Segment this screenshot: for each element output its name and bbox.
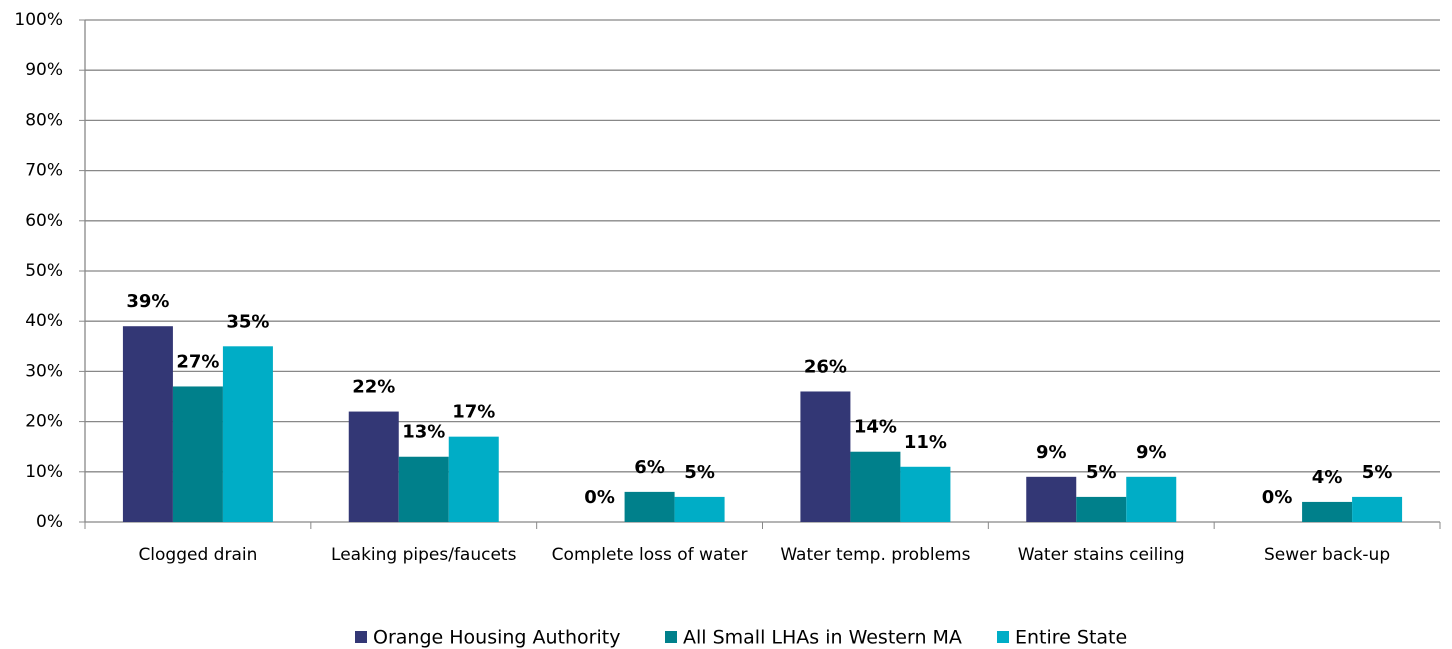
value-label: 0% [584, 487, 615, 508]
legend-swatch [997, 631, 1009, 643]
y-tick-label: 30% [25, 361, 63, 381]
bar [348, 411, 399, 522]
x-tick-label: Clogged drain [138, 545, 258, 565]
value-label: 26% [804, 356, 847, 377]
y-tick-label: 20% [25, 412, 63, 432]
y-tick-label: 80% [25, 110, 63, 130]
bar [674, 496, 725, 522]
value-label: 17% [452, 402, 495, 423]
bar [222, 346, 273, 522]
value-label: 35% [226, 311, 269, 332]
bar [900, 466, 951, 522]
x-tick-label: Water temp. problems [780, 545, 971, 565]
value-label: 22% [352, 377, 395, 398]
legend-label: All Small LHAs in Western MA [683, 627, 962, 649]
value-label: 11% [904, 432, 947, 453]
value-label: 39% [126, 291, 169, 312]
bar [1126, 476, 1177, 522]
y-tick-label: 10% [25, 462, 63, 482]
x-tick-label-box: Water temp. problems [780, 545, 971, 565]
legend-label: Entire State [1015, 627, 1127, 649]
value-label: 6% [634, 457, 665, 478]
y-tick-label: 60% [25, 211, 63, 231]
value-label: 27% [176, 351, 219, 372]
x-tick-label-box: Water stains ceiling [1017, 545, 1185, 565]
legend-swatch [355, 631, 367, 643]
x-tick-label: Complete loss of water [551, 545, 748, 565]
value-label: 13% [402, 422, 445, 443]
bar [1026, 476, 1077, 522]
value-label: 0% [1262, 487, 1293, 508]
bar [850, 451, 901, 522]
value-label: 4% [1312, 467, 1343, 488]
value-label: 5% [684, 462, 715, 483]
bar [172, 386, 223, 522]
x-tick-label: Sewer back-up [1264, 545, 1391, 565]
value-label: 9% [1136, 442, 1167, 463]
bar [1352, 496, 1403, 522]
bar [448, 436, 499, 522]
bar [1302, 501, 1353, 522]
x-tick-label-box: Sewer back-up [1264, 545, 1391, 565]
bar [624, 491, 675, 522]
value-label: 14% [854, 417, 897, 438]
legend-swatch [665, 631, 677, 643]
value-label: 5% [1086, 462, 1117, 483]
y-tick-label: 0% [36, 512, 63, 532]
x-tick-label: Water stains ceiling [1017, 545, 1185, 565]
bar [1076, 496, 1127, 522]
x-tick-label-box: Clogged drain [138, 545, 258, 565]
bar [122, 326, 173, 522]
y-tick-label: 50% [25, 261, 63, 281]
value-label: 9% [1036, 442, 1067, 463]
x-tick-label-box: Leaking pipes/faucets [331, 545, 517, 565]
y-tick-label: 100% [14, 10, 63, 30]
value-label: 5% [1362, 462, 1393, 483]
x-tick-label: Leaking pipes/faucets [331, 545, 517, 565]
y-tick-label: 70% [25, 161, 63, 181]
y-tick-label: 90% [25, 60, 63, 80]
bar [398, 456, 449, 522]
y-tick-label: 40% [25, 311, 63, 331]
bar [800, 391, 851, 522]
legend-label: Orange Housing Authority [373, 627, 620, 649]
x-tick-label-box: Complete loss of water [551, 545, 748, 565]
